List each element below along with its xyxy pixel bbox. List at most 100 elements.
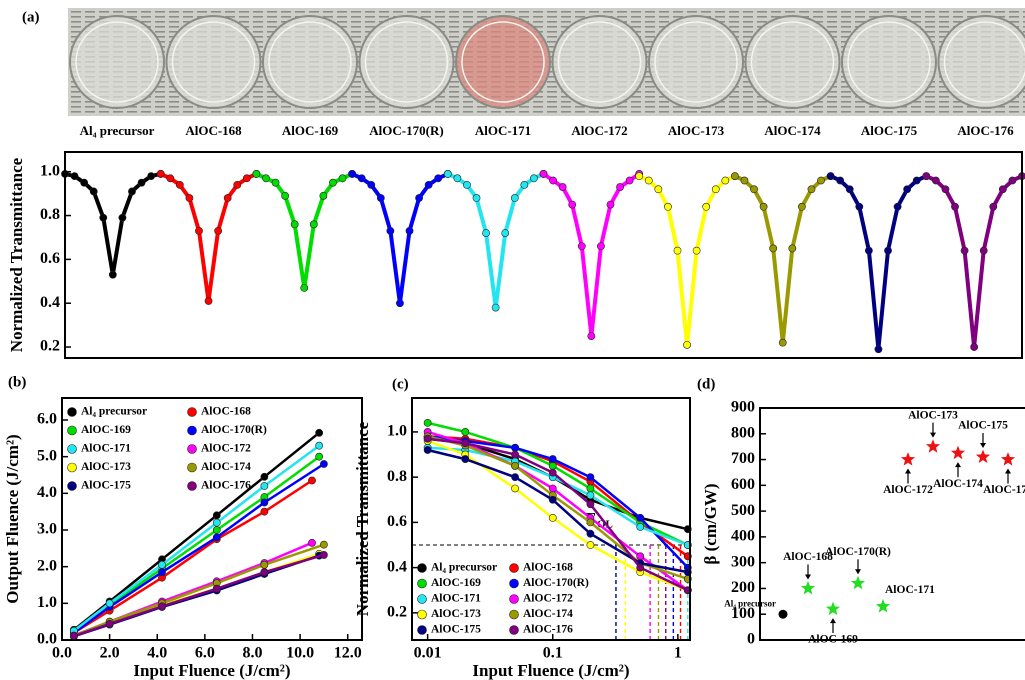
x-tick-label: 8.0 <box>242 645 262 662</box>
panel-label: (c) <box>392 376 409 392</box>
data-point <box>223 194 232 202</box>
data-point <box>108 270 117 279</box>
legend-marker <box>67 462 77 473</box>
photo-label: AlOC-170(R) <box>369 123 443 138</box>
petri-rim <box>75 21 159 103</box>
legend-label: AlOC-168 <box>523 562 573 574</box>
data-point <box>975 449 991 463</box>
data-point <box>260 498 269 507</box>
series-line <box>73 455 320 633</box>
data-point <box>320 551 328 559</box>
legend-label: AlOC-175 <box>81 480 131 492</box>
legend-label: AlOC-174 <box>201 461 251 473</box>
data-point <box>329 178 337 187</box>
legend-label: AlOC-170(R) <box>523 577 589 589</box>
y-tick-label: 0.0 <box>37 631 57 648</box>
data-point <box>511 461 519 470</box>
data-point <box>434 174 443 183</box>
legend-label: AlOC-173 <box>431 608 481 620</box>
y-axis-label: Normalized Transmittance <box>353 421 372 616</box>
x-axis-label: Input Fluence (J/cm²) <box>133 661 290 680</box>
data-point <box>1000 452 1016 466</box>
data-point <box>875 599 891 613</box>
data-point <box>664 202 672 211</box>
data-point <box>692 246 701 255</box>
point-label: AlOC-168 <box>783 551 833 563</box>
petri-dish <box>165 15 262 109</box>
data-point <box>386 226 395 235</box>
petri-dish <box>841 15 937 109</box>
data-point <box>836 176 845 185</box>
data-point <box>941 185 950 194</box>
y-tick-label: 400 <box>731 528 755 545</box>
data-point <box>147 172 156 181</box>
legend-label: Al₄ precursor <box>431 562 497 574</box>
legend-marker <box>417 563 427 573</box>
point-label: AlOC-171 <box>885 584 935 596</box>
y-tick-label: 2.0 <box>37 557 57 574</box>
data-point <box>548 461 557 470</box>
data-point <box>587 332 596 340</box>
data-point <box>158 560 166 569</box>
data-point <box>855 202 864 211</box>
data-point <box>788 244 797 253</box>
petri-dish <box>455 15 551 109</box>
data-point <box>423 446 432 454</box>
y-tick-label: 0.8 <box>387 468 407 485</box>
data-point <box>922 172 931 181</box>
photo-label: AlOC-175 <box>861 123 918 138</box>
data-point <box>242 174 251 183</box>
data-point <box>260 482 269 490</box>
y-tick-label: 0.6 <box>40 250 60 267</box>
data-point <box>309 220 318 229</box>
data-point <box>461 428 470 436</box>
data-point <box>951 202 959 211</box>
data-point <box>376 194 385 202</box>
legend-marker <box>509 578 519 589</box>
data-point <box>461 439 470 448</box>
data-point <box>825 601 841 616</box>
arrow-head <box>1005 468 1011 474</box>
y-tick-label: 4.0 <box>37 484 57 501</box>
data-point <box>586 500 595 509</box>
data-point <box>931 176 940 185</box>
y-tick-label: 3.0 <box>37 521 57 538</box>
y-tick-label: 0.8 <box>40 206 60 223</box>
data-point <box>212 584 221 593</box>
data-point <box>800 580 816 595</box>
data-point <box>759 202 768 211</box>
y-tick-label: 500 <box>731 502 755 519</box>
data-point <box>315 441 324 450</box>
y-tick-label: 800 <box>731 424 755 441</box>
data-point <box>769 244 778 253</box>
point-label: AlOC-176 <box>983 484 1025 496</box>
panel-label: (d) <box>697 376 715 392</box>
data-point <box>260 507 269 516</box>
petri-rim <box>171 21 256 103</box>
data-point <box>423 418 432 427</box>
data-point <box>405 226 414 235</box>
data-point <box>204 297 213 305</box>
legend-label: AlOC-171 <box>81 443 131 455</box>
data-point <box>683 340 691 349</box>
data-point <box>300 283 309 292</box>
data-point <box>548 513 557 522</box>
y-tick-label: 0 <box>747 631 755 648</box>
x-axis-label: Input Fluence (J/cm²) <box>472 661 629 680</box>
y-tick-label: 200 <box>731 579 755 596</box>
x-tick-label: 0.1 <box>543 645 563 662</box>
legend-marker <box>187 481 197 491</box>
data-point <box>586 518 595 527</box>
data-point <box>616 183 624 191</box>
data-point <box>903 185 912 194</box>
data-point <box>636 563 645 572</box>
data-point <box>271 178 280 187</box>
series-line <box>73 462 325 634</box>
data-point <box>338 174 347 183</box>
x-tick-label: 1 <box>674 645 682 662</box>
data-point <box>260 560 269 569</box>
point-label: AlOC-174 <box>933 478 983 490</box>
point-label: AlOC-172 <box>883 484 933 496</box>
y-tick-label: 300 <box>731 553 755 570</box>
data-point <box>960 246 969 255</box>
